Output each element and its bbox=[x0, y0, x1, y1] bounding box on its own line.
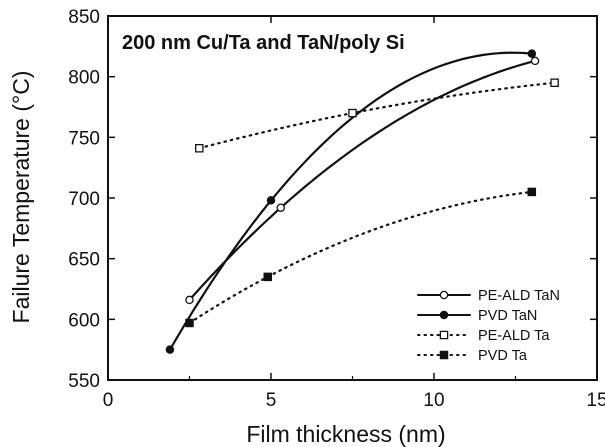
plot-frame bbox=[107, 15, 598, 381]
x-tick-label: 5 bbox=[266, 390, 277, 411]
legend-item: PE-ALD TaN bbox=[417, 288, 560, 304]
data-point bbox=[185, 318, 194, 328]
series-group bbox=[165, 49, 559, 354]
series-line bbox=[168, 51, 533, 351]
legend-marker bbox=[439, 350, 449, 360]
data-point bbox=[527, 187, 537, 197]
y-tick-label: 600 bbox=[68, 310, 100, 331]
y-tick-label: 550 bbox=[68, 371, 100, 392]
legend-marker bbox=[439, 290, 449, 300]
series-pvd-tan bbox=[165, 49, 537, 354]
legend-label: PE-ALD Ta bbox=[478, 328, 550, 344]
x-tick-label: 15 bbox=[586, 390, 605, 411]
x-axis-title: Film thickness (nm) bbox=[246, 421, 445, 447]
y-axis-title: Failure Temperature (°C) bbox=[8, 71, 34, 324]
legend-item: PVD Ta bbox=[417, 348, 528, 364]
legend-label: PVD Ta bbox=[478, 348, 528, 364]
legend: PE-ALD TaN PVD TaN PE-ALD Ta PVD Ta bbox=[417, 288, 560, 364]
axis-ticks: 0 5 10 15 550 600 650 700 750 800 850 bbox=[68, 7, 605, 411]
series-line bbox=[188, 190, 533, 325]
y-tick-label: 850 bbox=[68, 7, 100, 28]
legend-label: PE-ALD TaN bbox=[478, 288, 560, 304]
series-pe-ald-tan bbox=[185, 56, 540, 305]
y-tick-label: 750 bbox=[68, 128, 100, 149]
data-point bbox=[266, 196, 276, 205]
series-line bbox=[188, 59, 537, 302]
data-point bbox=[550, 78, 559, 87]
series-pe-ald-ta bbox=[195, 78, 559, 153]
data-point bbox=[530, 56, 540, 66]
legend-item: PE-ALD Ta bbox=[417, 328, 550, 344]
data-point bbox=[348, 108, 357, 118]
y-tick-label: 700 bbox=[68, 189, 100, 210]
y-tick-label: 800 bbox=[68, 68, 100, 89]
legend-marker bbox=[439, 310, 449, 320]
legend-item: PVD TaN bbox=[417, 308, 537, 324]
x-tick-label: 10 bbox=[423, 390, 444, 411]
y-tick-label: 650 bbox=[68, 250, 100, 271]
data-point bbox=[185, 295, 194, 305]
series-line bbox=[198, 81, 556, 150]
data-point bbox=[276, 203, 286, 212]
data-point bbox=[165, 345, 175, 354]
data-point bbox=[527, 49, 537, 58]
chart-title: 200 nm Cu/Ta and TaN/poly Si bbox=[122, 32, 405, 54]
legend-label: PVD TaN bbox=[478, 308, 537, 324]
plot-area bbox=[107, 15, 598, 381]
x-tick-label: 0 bbox=[103, 390, 114, 411]
data-point bbox=[263, 272, 272, 282]
series-pvd-ta bbox=[185, 187, 537, 328]
legend-marker bbox=[439, 330, 449, 340]
data-point bbox=[195, 144, 204, 153]
